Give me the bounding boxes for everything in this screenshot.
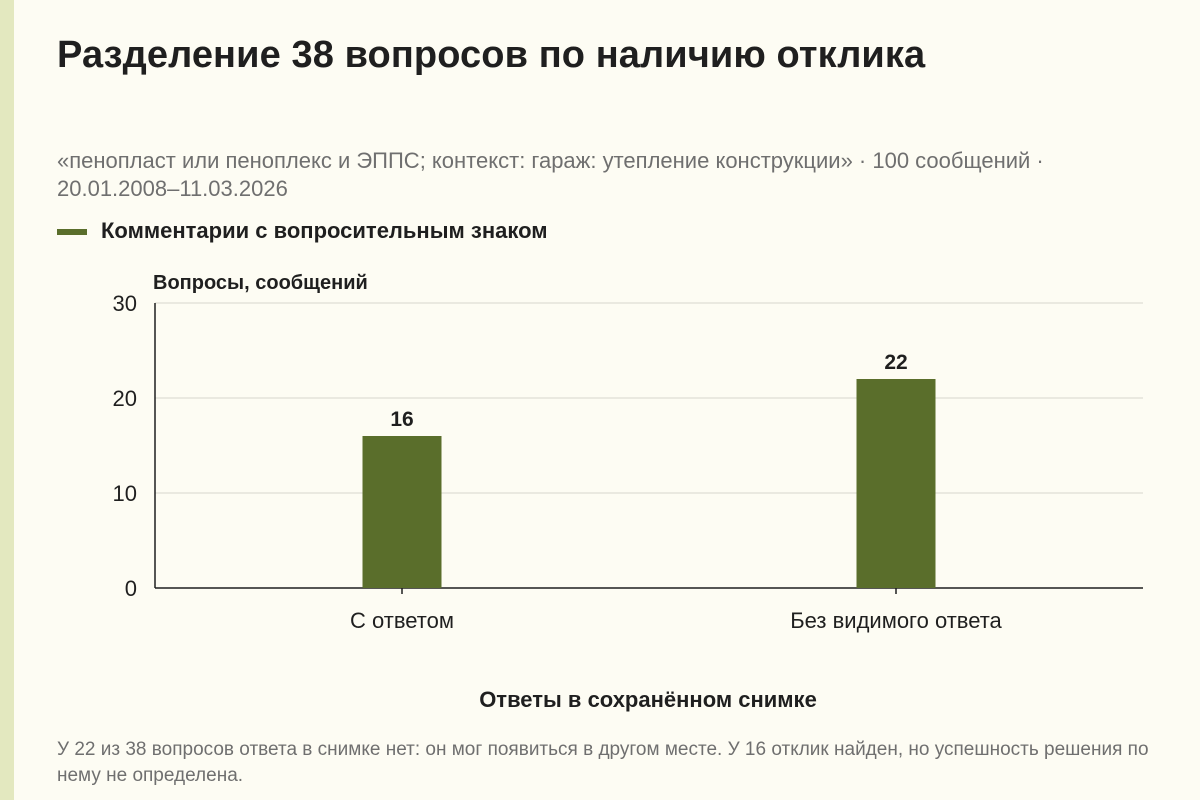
bar [856,379,936,588]
y-axis-label: Вопросы, сообщений [153,272,368,294]
y-tick-label: 0 [125,576,137,601]
chart-subtitle: «пенопласт или пеноплекс и ЭППС; контекс… [57,148,1044,201]
legend-swatch [57,229,87,235]
bar-chart: 0 10 20 30 16 С ответом 22 Без видимого ответа [113,291,1143,633]
bar-data-label: 22 [884,351,907,374]
side-accent-strip [0,0,14,800]
x-tick-label: С ответом [350,608,454,633]
y-tick-label: 10 [113,481,137,506]
bar-data-label: 16 [390,408,413,431]
legend: Комментарии с вопросительным знаком [57,218,548,244]
y-tick-label: 20 [113,386,137,411]
y-tick-label: 30 [113,291,137,316]
chart-title: Разделение 38 вопросов по наличию отклик… [57,34,926,76]
bar [362,436,442,588]
x-tick-label: Без видимого ответа [790,608,1002,633]
x-axis-label: Ответы в сохранённом снимке [479,687,817,712]
legend-label: Комментарии с вопросительным знаком [101,218,548,243]
footnote: У 22 из 38 вопросов ответа в снимке нет:… [57,739,1149,786]
